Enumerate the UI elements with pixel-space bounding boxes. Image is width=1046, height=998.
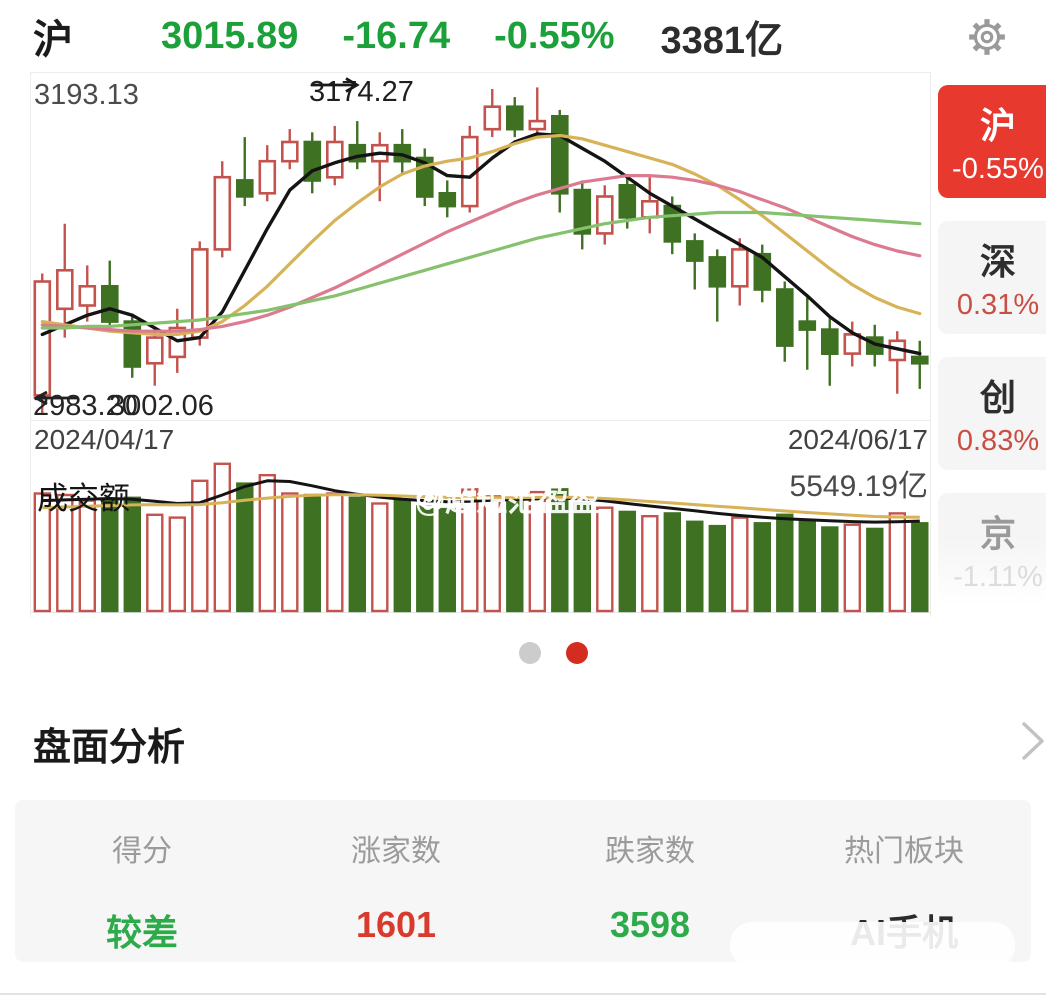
analysis-col-gainers: 涨家数 1601 [351, 835, 441, 945]
index-change: -16.74 [342, 14, 451, 57]
losers-value: 3598 [609, 904, 691, 945]
analysis-title: 盘面分析 [33, 727, 186, 769]
volume-pane: 成交额 5549.19亿 @超短范盈盈 [31, 455, 931, 613]
index-name: 沪 [33, 18, 73, 62]
index-turnover: 3381亿 [660, 19, 784, 62]
analysis-col-score: 得分 较差 [15, 800, 269, 962]
chevron-right-icon[interactable] [1020, 718, 1046, 769]
analysis-section-header[interactable]: 盘面分析 [33, 716, 1013, 769]
page-dot-1[interactable] [519, 642, 541, 664]
pagination-dots [519, 642, 588, 664]
index-sidebar: 沪 -0.55% 深 0.31% 创 0.83% 京 -1.11% [938, 85, 1046, 629]
index-change-pct: -0.55% [494, 14, 615, 57]
kline-chart[interactable]: 3193.13 3174.27 2983.20 3002.06 2024/04/… [30, 72, 931, 617]
index-price: 3015.89 [161, 14, 299, 57]
date-row: 2024/04/17 2024/06/17 [31, 421, 931, 455]
gear-icon[interactable] [966, 16, 1008, 63]
date-start: 2024/04/17 [34, 424, 175, 455]
candlestick-pane: 3193.13 3174.27 2983.20 3002.06 [31, 73, 931, 422]
volume-svg [33, 462, 929, 613]
sidebar-item-bj[interactable]: 京 -1.11% [938, 493, 1046, 606]
sidebar-item-sz[interactable]: 深 0.31% [938, 221, 1046, 334]
white-smudge [730, 922, 1015, 968]
candlestick-svg [33, 87, 929, 413]
bottom-divider [0, 993, 1046, 995]
page-dot-2[interactable] [566, 642, 588, 664]
score-value: 较差 [105, 912, 178, 953]
sidebar-item-cy[interactable]: 创 0.83% [938, 357, 1046, 470]
date-end: 2024/06/17 [787, 424, 928, 455]
sidebar-item-sh[interactable]: 沪 -0.55% [938, 85, 1046, 198]
quote-header: 沪 3015.89 -16.74 -0.55% 3381亿 [33, 10, 1005, 62]
gainers-value: 1601 [355, 904, 437, 945]
analysis-col-losers: 跌家数 3598 [605, 835, 695, 945]
